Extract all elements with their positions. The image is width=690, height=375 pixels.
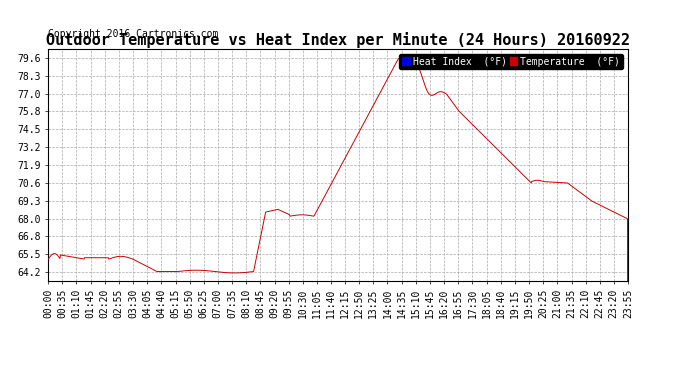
Legend: Heat Index  (°F), Temperature  (°F): Heat Index (°F), Temperature (°F) — [399, 54, 623, 69]
Text: Copyright 2016 Cartronics.com: Copyright 2016 Cartronics.com — [48, 29, 219, 39]
Title: Outdoor Temperature vs Heat Index per Minute (24 Hours) 20160922: Outdoor Temperature vs Heat Index per Mi… — [46, 32, 630, 48]
